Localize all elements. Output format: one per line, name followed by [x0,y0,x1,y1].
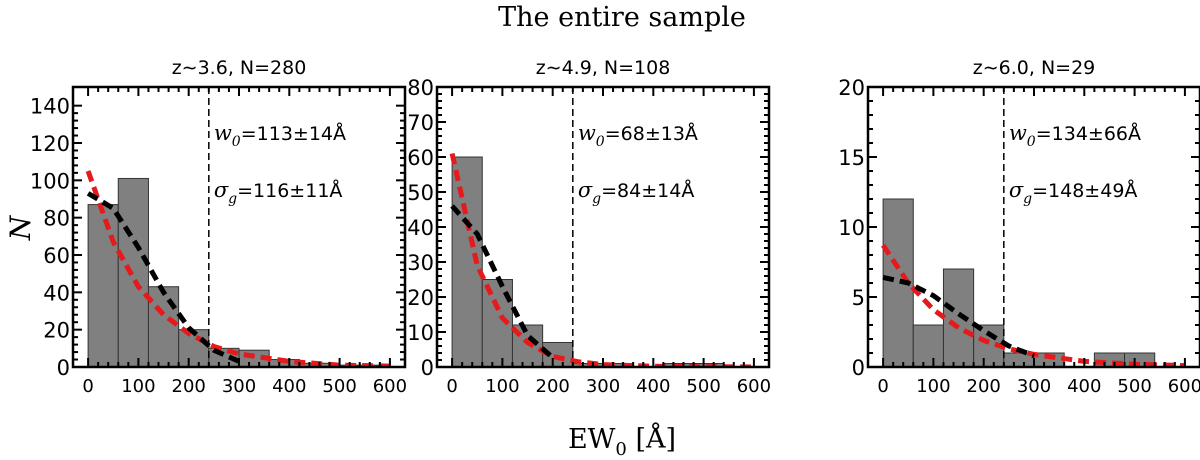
x-axis-label: EW0 [Å] [568,422,676,460]
y-tick-label: 140 [30,95,70,119]
y-tick-label: 70 [407,111,434,135]
panel-title: z∼4.9, N=108 [536,57,671,79]
annotation-text: =84±14Å [601,179,694,202]
y-tick-label: 10 [407,321,434,345]
x-tick-label: 400 [272,376,306,397]
annotation-sub: g [1023,191,1032,207]
annotation-sub: 0 [596,134,605,150]
annotation: w0=134±66Å [1009,121,1141,150]
bar [178,329,210,368]
fit-line [882,274,1035,359]
annotation-symbol: w [578,121,596,145]
bar [942,268,975,368]
y-tick-label: 100 [30,169,70,193]
bar [147,286,180,368]
annotation-text: =116±11Å [237,179,342,202]
panel: z∼6.0, N=290 100 200 300 400 500 60005101520w0… [838,57,1200,397]
y-tick-label: 50 [407,181,434,205]
bar [912,324,944,368]
fit-line [86,191,241,364]
x-tick-label: 0 [877,376,888,397]
x-tick-label: 600 [737,376,771,397]
annotation-symbol: σ [214,178,229,202]
y-tick-label: 0 [852,356,865,380]
y-tick-label: 120 [30,132,70,156]
annotation-symbol: w [214,121,232,145]
figure-title: The entire sample [498,2,746,33]
y-tick-label: 10 [838,216,865,240]
annotation-symbol: w [1009,121,1027,145]
x-tick-label: 200 [967,376,1001,397]
x-tick-label: 500 [322,376,356,397]
panel: z∼3.6, N=280 0 100 200 300 400 500 600 0 20 40 60 80… [30,57,407,397]
annotation-symbol: σ [578,178,593,202]
y-tick-label: 40 [43,281,70,305]
x-tick-label: 200 [536,376,570,397]
x-tick-label: 0 [82,376,93,397]
x-tick-label: 600 [373,376,407,397]
panel-title: z∼6.0, N=29 [973,57,1096,79]
x-label-sub: 0 [615,439,626,460]
x-tick-label: 300 [222,376,256,397]
x-tick-label: 300 [586,376,620,397]
x-tick-label: 600 [1168,376,1200,397]
annotation: w0=68±13Å [578,121,698,150]
x-tick-label: 500 [1117,376,1151,397]
y-tick-label: 60 [43,244,70,268]
y-tick-label: 80 [43,207,70,231]
annotation-text: =134±66Å [1036,122,1141,145]
y-tick-label: 0 [57,356,70,380]
y-tick-label: 20 [407,286,434,310]
y-tick-label: 15 [838,146,865,170]
y-tick-label: 20 [838,76,865,100]
annotation-sub: 0 [1027,134,1036,150]
x-tick-label: 400 [636,376,670,397]
x-tick-label: 400 [1067,376,1101,397]
y-tick-label: 0 [421,356,434,380]
annotation-sub: 0 [232,134,241,150]
x-tick-label: 300 [1017,376,1051,397]
x-label-rest: [Å] [627,422,676,455]
x-tick-label: 0 [446,376,457,397]
x-tick-label: 100 [916,376,950,397]
bar [87,204,119,368]
y-tick-label: 40 [407,216,434,240]
x-tick-label: 100 [485,376,519,397]
y-tick-label: 80 [407,76,434,100]
x-tick-label: 200 [172,376,206,397]
annotation: σg=84±14Å [578,178,695,207]
fit-line [881,243,1185,367]
x-tick-label: 100 [121,376,155,397]
y-tick-label: 60 [407,146,434,170]
y-tick-label: 20 [43,319,70,343]
annotation-text: =113±14Å [241,122,346,145]
annotation-symbol: σ [1009,178,1024,202]
annotation-sub: g [592,191,601,207]
y-tick-label: 5 [852,286,865,310]
annotation: σg=148±49Å [1009,178,1138,207]
annotation: σg=116±11Å [214,178,343,207]
x-tick-label: 500 [686,376,720,397]
x-label-text: EW [568,424,616,455]
y-tick-label: 30 [407,251,434,275]
annotation: w0=113±14Å [214,121,346,150]
annotation-text: =68±13Å [605,122,698,145]
fit-line [450,204,555,360]
annotation-text: =148±49Å [1032,179,1137,202]
y-axis-label: N [4,214,37,241]
annotation-sub: g [228,191,237,207]
panel-title: z∼3.6, N=280 [172,57,307,79]
